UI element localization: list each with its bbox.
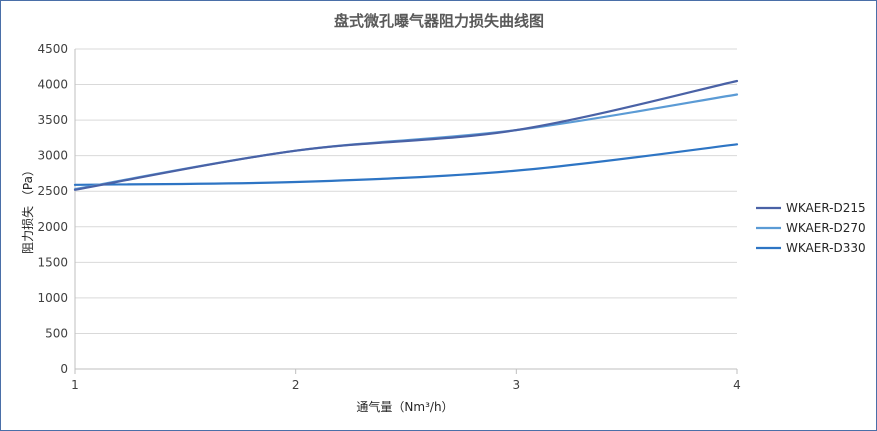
axes [74,49,738,374]
y-tick-label: 2000 [37,220,68,234]
series-line-wkaer-d215 [73,79,739,191]
x-tick-label: 1 [71,378,79,392]
series-line-wkaer-d330 [73,143,739,186]
series-lines [73,79,739,191]
y-tick-label: 3500 [37,113,68,127]
y-tick-label: 1000 [37,291,68,305]
x-tick-label: 3 [513,378,521,392]
x-tick-labels: 1 2 3 4 [71,378,741,392]
legend: WKAER-D215 WKAER-D270 WKAER-D330 [756,201,866,255]
legend-label: WKAER-D330 [786,241,866,255]
y-tick-label: 4500 [37,42,68,56]
y-tick-labels: 0 500 1000 1500 2000 2500 3000 3500 4000 4500 [37,42,68,376]
y-tick-label: 3000 [37,149,68,163]
legend-label: WKAER-D215 [786,201,866,215]
x-axis-label: 通气量（Nm³/h） [356,399,453,414]
y-axis-label: 阻力损失 （Pa） [20,164,35,254]
y-tick-label: 0 [60,362,68,376]
legend-label: WKAER-D270 [786,221,866,235]
y-tick-label: 4000 [37,78,68,92]
chart-title: 盘式微孔曝气器阻力损失曲线图 [334,12,544,30]
y-tick-label: 1500 [37,255,68,269]
grid-lines [75,48,737,334]
y-tick-label: 500 [45,326,68,340]
x-tick-label: 2 [292,378,300,392]
x-tick-label: 4 [733,378,741,392]
y-tick-label: 2500 [37,184,68,198]
